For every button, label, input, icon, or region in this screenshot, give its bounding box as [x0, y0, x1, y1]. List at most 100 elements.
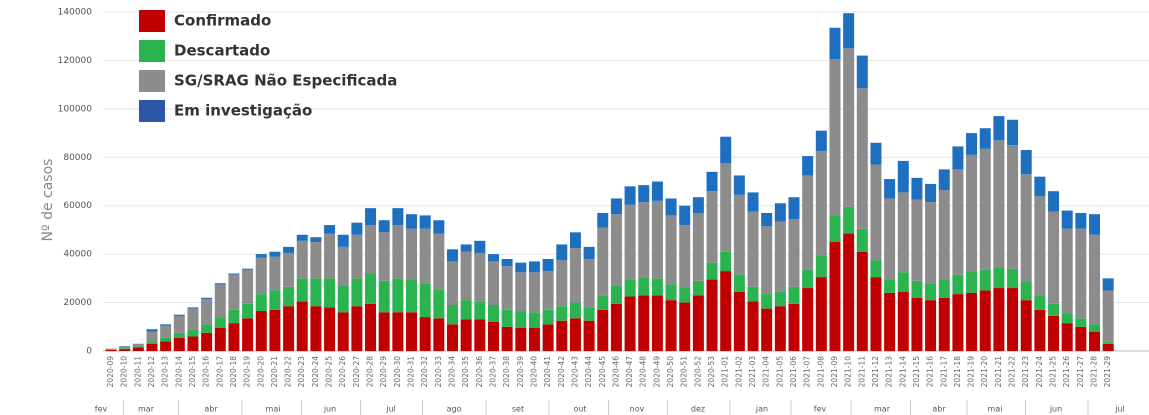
x-tick-label: 2021-10	[844, 356, 853, 388]
x-tick-label: 2020-11	[133, 356, 142, 388]
month-label: mai	[266, 405, 281, 414]
bar-segment	[419, 228, 431, 284]
x-tick-label: 2020-50	[666, 356, 675, 388]
bar-segment	[119, 346, 131, 349]
legend-label: SG/SRAG Não Especificada	[174, 72, 397, 90]
x-tick-label: 2021-21	[994, 356, 1003, 388]
bar-segment	[911, 297, 923, 351]
y-axis-label: Nº de casos	[40, 159, 56, 242]
bar-segment	[242, 269, 254, 304]
x-tick-label: 2020-45	[598, 356, 607, 388]
bar-segment	[1048, 303, 1060, 316]
bar-segment	[365, 225, 377, 274]
bar-segment	[829, 27, 841, 60]
bar-segment	[884, 279, 896, 293]
bar-segment	[993, 288, 1005, 351]
bar-segment	[966, 154, 978, 272]
bar-segment	[501, 309, 513, 327]
bar-segment	[1007, 268, 1019, 289]
bar-segment	[829, 59, 841, 216]
bar-segment	[460, 300, 472, 320]
bar-segment	[1034, 295, 1046, 310]
bar-segment	[1048, 315, 1060, 351]
x-tick-label: 2020-26	[338, 356, 347, 388]
x-tick-label: 2021-05	[775, 356, 784, 388]
bar-segment	[419, 215, 431, 229]
x-tick-label: 2020-10	[120, 356, 129, 388]
bar-segment	[665, 284, 677, 301]
bar-segment	[815, 151, 827, 256]
bar-segment	[160, 324, 172, 326]
x-tick-label: 2020-31	[407, 356, 416, 388]
bar-segment	[952, 146, 964, 170]
bar-segment	[242, 318, 254, 351]
bar-segment	[856, 55, 868, 89]
bar-segment	[228, 323, 240, 351]
x-tick-label: 2021-13	[885, 356, 894, 388]
bar-segment	[528, 312, 540, 328]
bar-segment	[474, 319, 486, 351]
x-tick-label: 2021-23	[1021, 356, 1030, 388]
bar-segment	[761, 294, 773, 309]
y-tick-label: 0	[86, 347, 92, 357]
bar-segment	[651, 295, 663, 351]
x-tick-label: 2020-34	[448, 356, 457, 388]
bar-segment	[747, 192, 759, 212]
bar-segment	[856, 88, 868, 229]
bar-segment	[610, 198, 622, 215]
bar-segment	[132, 346, 144, 348]
bar-segment	[979, 290, 991, 351]
bar-segment	[925, 183, 937, 203]
bar-segment	[761, 212, 773, 227]
bar-segment	[610, 285, 622, 304]
x-tick-label: 2020-29	[379, 356, 388, 388]
bar-segment	[447, 324, 458, 351]
bar-segment	[255, 311, 267, 351]
bar-segment	[679, 225, 691, 289]
x-tick-label: 2020-52	[693, 356, 702, 388]
x-tick-label: 2020-18	[229, 356, 238, 388]
legend-swatch	[139, 70, 165, 92]
bar-segment	[515, 311, 527, 328]
bar-segment	[679, 205, 691, 226]
bar-segment	[228, 274, 240, 310]
bar-segment	[296, 278, 308, 302]
month-label: abr	[932, 405, 946, 414]
bar-segment	[365, 273, 377, 304]
legend-label: Descartado	[174, 42, 270, 60]
bar-segment	[1061, 228, 1073, 314]
bar-segment	[692, 280, 704, 296]
bar-segment	[351, 222, 363, 235]
bar-segment	[597, 309, 609, 351]
month-label: mai	[988, 405, 1003, 414]
bar-segment	[146, 341, 158, 344]
bar-segment	[214, 283, 226, 285]
bar-segment	[1061, 210, 1073, 229]
bar-segment	[460, 319, 472, 351]
bar-segment	[788, 197, 800, 220]
bar-segment	[324, 225, 336, 234]
bar-segment	[624, 296, 636, 351]
bar-segment	[160, 341, 172, 351]
bar-segment	[774, 221, 786, 292]
x-tick-label: 2021-14	[898, 356, 907, 388]
bar-segment	[528, 327, 540, 351]
bar-segment	[528, 261, 540, 273]
bar-segment	[733, 194, 745, 275]
bar-segment	[433, 289, 445, 319]
bar-segment	[324, 278, 336, 308]
bar-segment	[569, 232, 581, 249]
bar-segment	[733, 175, 745, 195]
bar-segment	[829, 242, 841, 351]
bar-segment	[597, 212, 609, 228]
bar-segment	[925, 300, 937, 351]
bar-segment	[597, 227, 609, 296]
bar-segment	[173, 332, 185, 338]
bar-segment	[1075, 326, 1087, 351]
bar-segment	[214, 327, 226, 351]
x-tick-label: 2020-09	[106, 356, 115, 388]
bar-segment	[774, 306, 786, 351]
bar-segment	[966, 292, 978, 351]
x-tick-label: 2021-09	[830, 356, 839, 388]
bar-segment	[638, 185, 650, 203]
